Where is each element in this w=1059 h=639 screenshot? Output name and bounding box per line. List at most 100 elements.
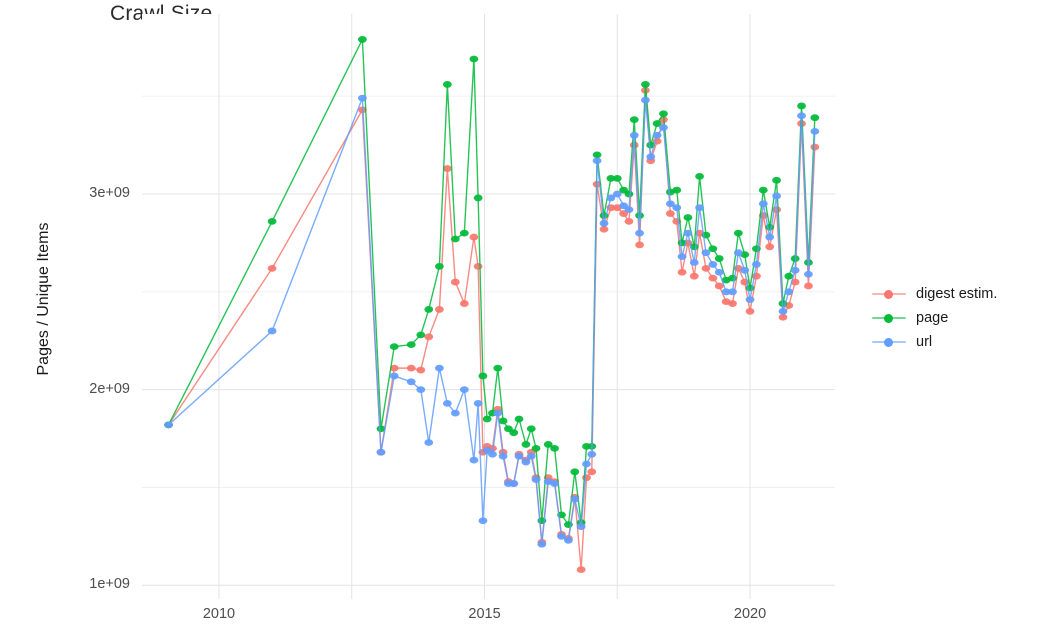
data-point bbox=[683, 229, 693, 237]
data-point bbox=[752, 261, 761, 268]
data-point bbox=[728, 300, 737, 307]
data-point bbox=[728, 288, 737, 296]
data-point bbox=[721, 288, 731, 296]
data-point bbox=[493, 364, 503, 372]
data-point bbox=[434, 364, 444, 372]
data-point bbox=[406, 378, 416, 386]
data-point bbox=[714, 255, 724, 262]
data-point bbox=[804, 282, 813, 290]
data-point bbox=[714, 268, 724, 276]
data-point bbox=[599, 219, 609, 227]
plot-area bbox=[142, 14, 835, 599]
data-point bbox=[652, 120, 662, 127]
data-point bbox=[469, 55, 479, 63]
data-point bbox=[689, 272, 699, 280]
data-point bbox=[665, 210, 675, 217]
legend-key-icon bbox=[872, 285, 906, 303]
x-axis-tick-label: 2020 bbox=[733, 606, 767, 622]
data-point bbox=[665, 200, 675, 208]
data-point bbox=[526, 425, 536, 433]
data-point bbox=[531, 444, 541, 452]
data-point bbox=[592, 151, 602, 159]
data-point bbox=[469, 456, 479, 464]
legend-item-url[interactable]: url bbox=[872, 330, 1052, 354]
legend-key-icon bbox=[872, 333, 906, 351]
data-point bbox=[810, 127, 820, 135]
data-point bbox=[778, 313, 788, 321]
data-point bbox=[514, 452, 524, 460]
data-point bbox=[424, 306, 434, 313]
data-point bbox=[442, 399, 452, 407]
data-point bbox=[493, 409, 503, 417]
data-point bbox=[641, 96, 650, 104]
data-point bbox=[357, 36, 367, 43]
data-point bbox=[635, 212, 644, 219]
data-point bbox=[526, 452, 536, 460]
legend-key-icon bbox=[872, 309, 906, 327]
data-point bbox=[570, 495, 580, 503]
data-point bbox=[804, 270, 813, 278]
data-point bbox=[164, 421, 173, 429]
data-point bbox=[389, 372, 399, 380]
legend-item-page[interactable]: page bbox=[872, 306, 1052, 330]
data-point bbox=[752, 245, 761, 253]
data-point bbox=[582, 460, 591, 468]
data-point bbox=[509, 429, 519, 437]
data-point bbox=[416, 386, 426, 394]
data-point bbox=[416, 331, 426, 339]
data-point bbox=[576, 523, 586, 531]
data-point bbox=[659, 124, 668, 131]
data-point bbox=[708, 245, 718, 253]
data-point bbox=[550, 444, 560, 452]
data-point bbox=[469, 233, 479, 241]
data-point bbox=[576, 566, 586, 574]
data-point bbox=[459, 300, 469, 307]
data-point bbox=[587, 450, 597, 458]
data-point bbox=[357, 94, 367, 102]
data-point bbox=[424, 333, 434, 341]
x-axis-tick-label: 2015 bbox=[468, 606, 501, 622]
data-point bbox=[629, 131, 639, 139]
data-point bbox=[267, 327, 277, 335]
data-point bbox=[708, 274, 718, 282]
data-point bbox=[677, 268, 687, 276]
data-point bbox=[473, 194, 483, 202]
y-axis-tick-label: 3e+09 bbox=[89, 185, 130, 201]
data-point bbox=[784, 272, 794, 280]
data-point bbox=[646, 153, 656, 161]
data-point bbox=[376, 425, 386, 433]
data-point bbox=[376, 448, 386, 456]
data-point bbox=[582, 474, 591, 482]
data-point bbox=[521, 458, 531, 466]
data-point bbox=[784, 288, 794, 296]
data-point bbox=[797, 102, 806, 110]
legend-item-digest-estim[interactable]: digest estim. bbox=[872, 282, 1052, 306]
data-point bbox=[695, 204, 704, 212]
data-point bbox=[740, 266, 750, 274]
data-point bbox=[570, 468, 580, 476]
data-point bbox=[689, 259, 699, 266]
data-point bbox=[797, 112, 806, 120]
data-point bbox=[521, 441, 531, 448]
data-point bbox=[758, 186, 768, 194]
legend: digest estim. page url bbox=[872, 282, 1052, 354]
data-point bbox=[537, 540, 547, 548]
data-point bbox=[498, 452, 508, 460]
data-point bbox=[810, 114, 820, 122]
data-point bbox=[450, 409, 460, 417]
data-point bbox=[606, 174, 616, 182]
data-point bbox=[765, 233, 775, 241]
data-point bbox=[592, 157, 602, 165]
data-point bbox=[424, 439, 434, 446]
data-point bbox=[790, 278, 800, 286]
data-point bbox=[612, 174, 622, 182]
data-point bbox=[599, 225, 609, 233]
data-point bbox=[478, 517, 488, 525]
data-point bbox=[772, 192, 781, 200]
data-point bbox=[531, 476, 541, 484]
data-point bbox=[672, 204, 682, 212]
data-point bbox=[459, 386, 469, 394]
data-point bbox=[701, 249, 711, 257]
data-point bbox=[550, 480, 560, 487]
data-point bbox=[701, 264, 711, 272]
